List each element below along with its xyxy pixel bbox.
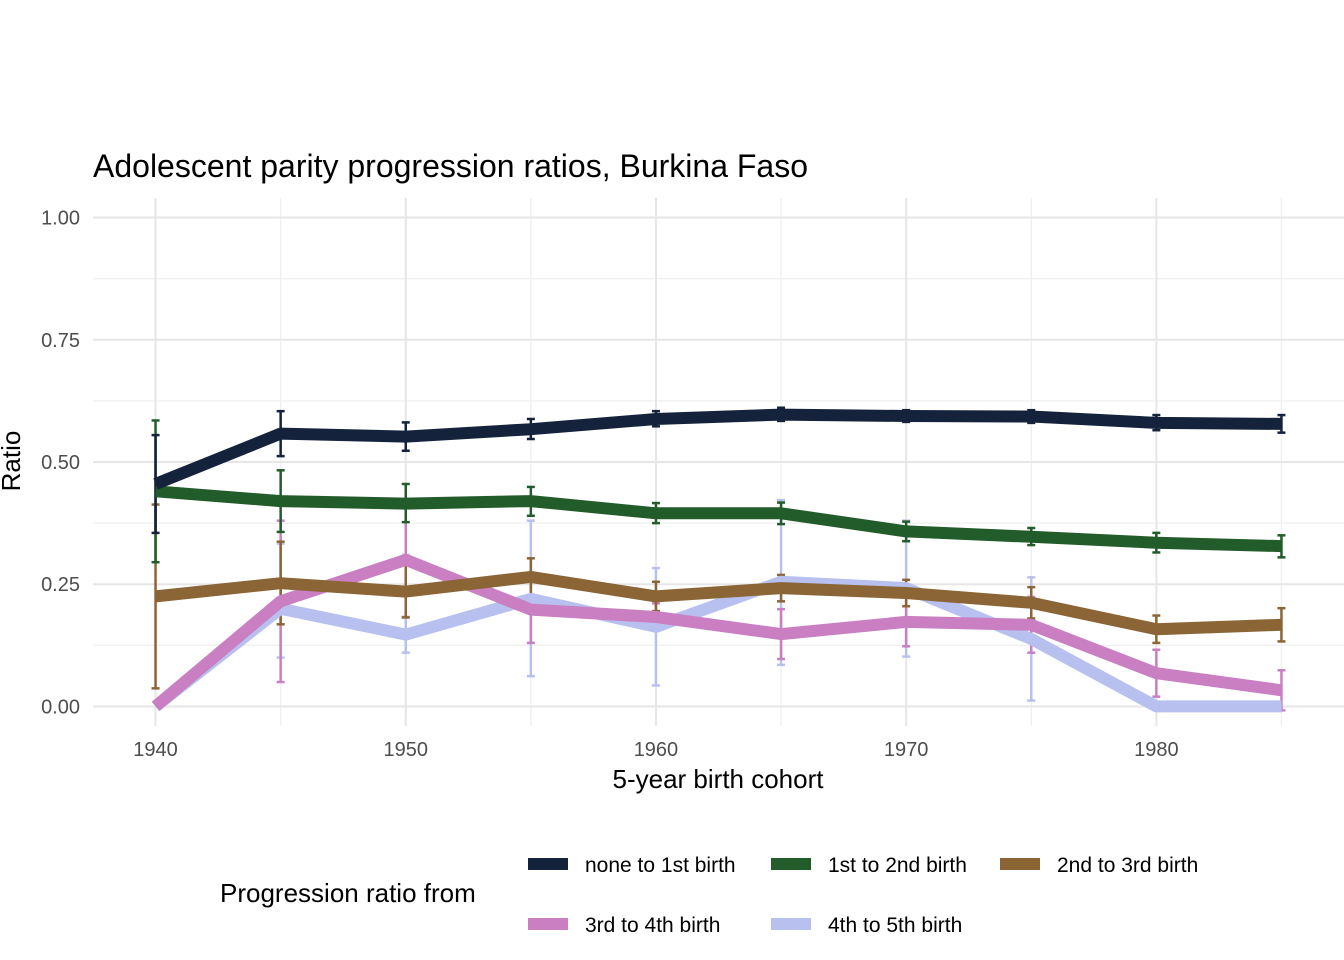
legend: none to 1st birth 1st to 2nd birth 2nd to … [528, 854, 1198, 937]
error-bar [151, 433, 160, 535]
y-tick-label: 0.50 [41, 452, 80, 474]
error-bars [151, 406, 1286, 712]
legend-label: 2nd to 3rd birth [1057, 854, 1198, 877]
legend-item: none to 1st birth [528, 854, 736, 877]
x-axis-ticks: 1940 1950 1960 1970 1980 [133, 739, 1178, 761]
series-line-2 [154, 570, 1282, 636]
series-line-1 [155, 485, 1282, 553]
legend-item: 1st to 2nd birth [771, 854, 967, 877]
series-line-0 [153, 408, 1282, 490]
legend-label: 3rd to 4th birth [585, 914, 720, 937]
legend-label: none to 1st birth [585, 854, 736, 877]
legend-label: 4th to 5th birth [828, 914, 962, 937]
x-tick-label: 1970 [884, 739, 929, 761]
chart-title: Adolescent parity progression ratios, Bu… [93, 148, 808, 184]
legend-item: 2nd to 3rd birth [1000, 854, 1198, 877]
series-line-4 [151, 575, 1282, 713]
y-tick-label: 1.00 [41, 208, 80, 230]
x-tick-label: 1950 [384, 739, 429, 761]
legend-item: 3rd to 4th birth [528, 914, 720, 937]
y-tick-label: 0.00 [41, 696, 80, 718]
x-axis-title: 5-year birth cohort [613, 764, 825, 794]
series-line-3 [151, 553, 1283, 711]
legend-title: Progression ratio from [220, 878, 476, 908]
y-tick-label: 0.25 [41, 574, 80, 596]
x-tick-label: 1940 [133, 739, 178, 761]
x-tick-label: 1980 [1134, 739, 1179, 761]
legend-label: 1st to 2nd birth [828, 854, 967, 877]
y-axis-title: Ratio [0, 431, 26, 492]
x-tick-label: 1960 [634, 739, 679, 761]
y-tick-label: 0.75 [41, 330, 80, 352]
y-axis-ticks: 0.00 0.25 0.50 0.75 1.00 [41, 208, 80, 719]
series-lines [151, 408, 1283, 713]
legend-item: 4th to 5th birth [771, 914, 962, 937]
